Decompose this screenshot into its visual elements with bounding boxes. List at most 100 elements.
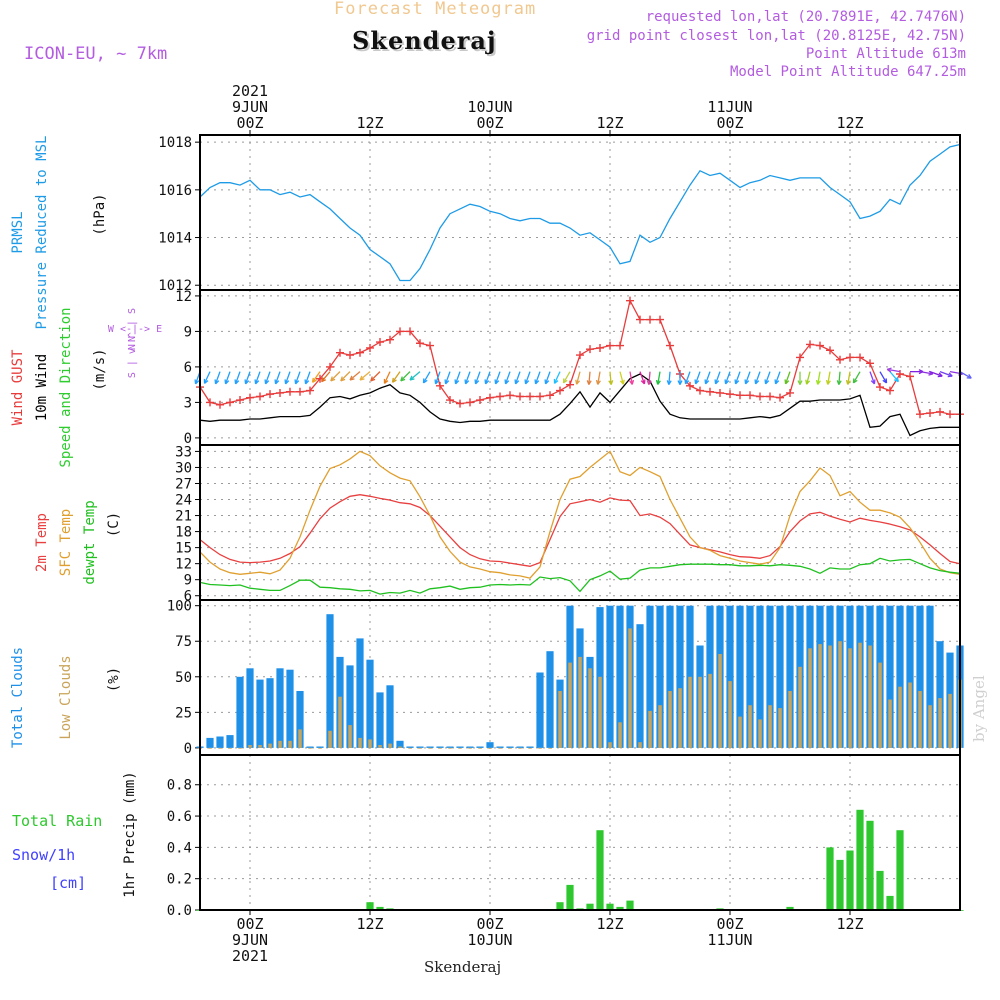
bar-low_clouds	[648, 710, 652, 748]
bar-low_clouds	[718, 654, 722, 748]
wind-direction-arrow	[321, 371, 331, 383]
gust-point-marker	[526, 392, 534, 401]
bar-low_clouds	[448, 747, 452, 749]
bar-total_clouds	[766, 605, 774, 748]
y-tick-label: 25	[175, 705, 192, 721]
wind-direction-arrow-head	[640, 380, 645, 385]
bar-low_clouds	[868, 645, 872, 748]
y-tick-label: 75	[175, 634, 192, 650]
bar-total_clouds	[316, 746, 324, 748]
y-tick-label: 1018	[158, 135, 192, 151]
wind-direction-arrow	[444, 371, 451, 385]
gust-point-marker	[836, 355, 844, 364]
bar-low_clouds	[788, 691, 792, 748]
wind-direction-arrow-head	[330, 376, 333, 382]
wind-direction-arrow	[714, 371, 721, 385]
y-tick-label: 1012	[158, 278, 192, 294]
bar-low_clouds	[458, 747, 462, 749]
time-label-bottom: 12Z	[356, 915, 383, 933]
gust-point-marker	[916, 410, 924, 419]
wind-direction-arrow	[657, 371, 661, 385]
requested-coordinates: requested lon,lat (20.7891E, 42.7476N)	[645, 9, 966, 25]
wind-direction-arrow-head	[870, 380, 875, 385]
bar-low_clouds	[478, 747, 482, 749]
gust-point-marker	[816, 341, 824, 350]
y-tick-label: 18	[175, 525, 192, 541]
location-title: Skenderaj	[352, 26, 497, 55]
bar-total_clouds	[896, 605, 904, 748]
bar-total_clouds	[246, 668, 254, 748]
wind-direction-arrow-head	[928, 373, 933, 376]
unit-label: (%)	[106, 667, 122, 692]
wind-direction-arrow	[919, 371, 933, 375]
wind-direction-arrow	[409, 371, 421, 381]
bar-total_clouds	[926, 605, 934, 748]
wind-direction-arrow-head	[797, 380, 801, 385]
bar-low_clouds	[528, 747, 532, 749]
y-tick-label: 21	[175, 509, 192, 525]
bar-total_clouds	[256, 679, 264, 748]
wind-direction-arrow-head	[815, 379, 819, 385]
gust-point-marker	[396, 327, 404, 336]
bar-low_clouds	[348, 725, 352, 748]
bar-low_clouds	[688, 676, 692, 748]
y-tick-label: 50	[175, 670, 192, 686]
bar-low_clouds	[328, 730, 332, 748]
y-tick-label: 0	[184, 431, 192, 447]
bar-total_clouds	[886, 605, 894, 748]
bar-rain	[616, 906, 624, 910]
gust-point-marker	[636, 315, 644, 324]
bar-low_clouds	[208, 747, 212, 749]
axis-label: 10m Wind	[34, 354, 50, 421]
y-tick-label: 100	[167, 599, 192, 615]
wind-direction-arrow	[734, 371, 741, 385]
bar-low_clouds	[658, 705, 662, 748]
bar-total_clouds	[266, 678, 274, 748]
bar-low_clouds	[828, 645, 832, 748]
gust-point-marker	[726, 390, 734, 399]
gust-point-marker	[706, 387, 714, 396]
wind-direction-arrow-head	[629, 380, 633, 385]
wind-direction-arrow	[588, 371, 591, 385]
point-altitude: Point Altitude 613m	[805, 46, 966, 62]
series-line-wind10m	[199, 373, 960, 437]
bar-rain	[626, 900, 634, 910]
gust-point-marker	[356, 348, 364, 357]
wind-direction-arrow	[284, 371, 291, 385]
bar-low_clouds	[358, 737, 362, 748]
wind-direction-arrow	[254, 371, 261, 385]
time-label-top: 2021	[232, 82, 268, 100]
bar-low_clouds	[568, 662, 572, 748]
gust-point-marker	[336, 348, 344, 357]
bar-total_clouds	[616, 605, 624, 748]
gust-point-marker	[576, 351, 584, 360]
axis-label: dewpt Temp	[82, 500, 98, 584]
bar-low_clouds	[298, 729, 302, 748]
bar-rain	[856, 809, 864, 910]
bar-rain	[566, 884, 574, 910]
time-label-top: 00Z	[716, 114, 743, 132]
bar-low_clouds	[878, 662, 882, 748]
bar-total_clouds	[916, 605, 924, 748]
bar-low_clouds	[808, 648, 812, 748]
bar-rain	[896, 830, 904, 910]
bar-total_clouds	[386, 685, 394, 748]
gust-point-marker	[716, 388, 724, 397]
wind-direction-arrow	[597, 371, 601, 385]
wind-direction-arrow	[340, 371, 351, 382]
bar-rain	[876, 870, 884, 910]
y-tick-label: 33	[175, 444, 192, 460]
bar-low_clouds	[888, 699, 892, 748]
bar-total_clouds	[366, 659, 374, 748]
bar-total_clouds	[406, 746, 414, 748]
bar-total_clouds	[516, 746, 524, 748]
bar-total_clouds	[746, 605, 754, 748]
bar-low_clouds	[638, 742, 642, 748]
gust-point-marker	[946, 410, 954, 419]
wind-direction-arrow-head	[836, 380, 840, 385]
wind-direction-arrow-head	[370, 376, 373, 382]
bar-rain	[886, 895, 894, 910]
wind-direction-arrow	[827, 371, 831, 385]
wind-direction-arrow	[349, 371, 361, 381]
gust-point-marker	[766, 392, 774, 401]
